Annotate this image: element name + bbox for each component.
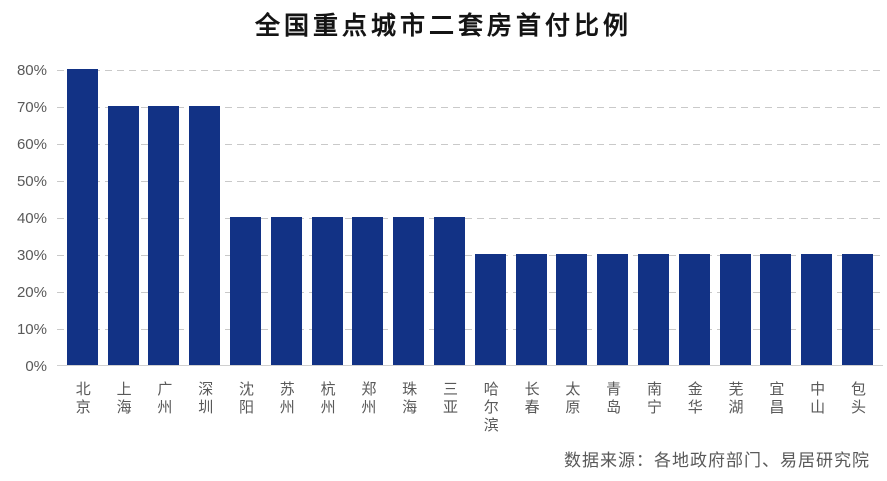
bar [801,254,833,365]
x-tick-slot: 宜昌 [760,381,791,417]
bar [311,217,343,365]
y-tick-label: 40% [16,209,47,227]
bar [270,217,302,365]
x-tick-slot: 南宁 [638,381,669,417]
x-tick-label: 宜昌 [767,381,785,417]
x-tick-slot: 北京 [67,381,98,417]
bar [719,254,751,365]
x-tick-label: 深圳 [196,381,214,417]
x-tick-label: 北京 [73,381,91,417]
x-tick-slot: 金华 [679,381,710,417]
x-tick-slot: 长春 [516,381,547,417]
x-tick-label: 苏州 [277,381,295,417]
bar [597,254,629,365]
x-tick-slot: 哈尔滨 [475,381,506,435]
x-tick-label: 包头 [848,381,866,417]
gridline-10% [57,329,883,330]
gridline-70% [57,107,883,108]
y-tick-label: 10% [16,320,47,338]
x-tick-slot: 苏州 [271,381,302,417]
bar [433,217,465,365]
x-tick-label: 哈尔滨 [481,381,499,435]
bar [841,254,873,365]
x-tick-slot: 广州 [148,381,179,417]
bar [556,254,588,365]
y-axis-labels: 0% 10% 20% 30% 40% 50% 60% 70% 80% [0,62,47,375]
x-tick-label: 上海 [114,381,132,417]
gridline-80% [57,70,883,71]
x-tick-slot: 上海 [108,381,139,417]
bar [515,254,547,365]
gridline-60% [57,144,883,145]
source-note: 数据来源：各地政府部门、易居研究院 [564,451,870,470]
bar [107,106,139,365]
x-tick-label: 珠海 [400,381,418,417]
x-tick-label: 杭州 [318,381,336,417]
chart-title: 全国重点城市二套房首付比例 [254,13,632,40]
bar [229,217,261,365]
x-tick-label: 青岛 [604,381,622,417]
x-tick-slot: 太原 [556,381,587,417]
x-tick-slot: 杭州 [312,381,343,417]
bar [393,217,425,365]
y-tick-label: 20% [16,283,47,301]
bar [66,69,98,365]
bar [760,254,792,365]
y-tick-label: 50% [16,172,47,190]
y-tick-label: 70% [16,98,47,116]
x-tick-label: 芜湖 [726,381,744,417]
y-tick-label: 30% [16,246,47,264]
x-tick-slot: 深圳 [189,381,220,417]
x-tick-slot: 青岛 [597,381,628,417]
x-tick-slot: 郑州 [352,381,383,417]
gridline-50% [57,181,883,182]
x-tick-slot: 珠海 [393,381,424,417]
bar [352,217,384,365]
bar-series [57,69,883,365]
gridline-20% [57,292,883,293]
x-tick-label: 沈阳 [236,381,254,417]
x-tick-label: 郑州 [359,381,377,417]
y-tick-label: 80% [16,61,47,79]
x-tick-label: 广州 [155,381,173,417]
x-tick-label: 南宁 [644,381,662,417]
x-tick-label: 太原 [563,381,581,417]
x-tick-slot: 中山 [801,381,832,417]
x-tick-label: 金华 [685,381,703,417]
x-axis-labels: 北京 上海 广州 深圳 沈阳 苏州 杭州 郑州 珠海 三亚 哈尔滨 长春 太原 青岛 南宁 金华 芜湖 宜昌 中山包… [57,381,883,435]
x-tick-slot: 三亚 [434,381,465,417]
bar [189,106,221,365]
x-tick-label: 长春 [522,381,540,417]
gridline-40% [57,218,883,219]
x-tick-slot: 芜湖 [720,381,751,417]
x-axis-line [57,365,883,366]
x-tick-label: 三亚 [440,381,458,417]
bar [148,106,180,365]
x-tick-slot: 沈阳 [230,381,261,417]
gridline-30% [57,255,883,256]
x-tick-slot: 包头 [842,381,873,417]
bar [474,254,506,365]
bar [678,254,710,365]
x-tick-label: 中山 [808,381,826,417]
y-tick-label: 60% [16,135,47,153]
plot-area [57,69,883,366]
y-tick-label: 0% [25,357,47,375]
bar [637,254,669,365]
